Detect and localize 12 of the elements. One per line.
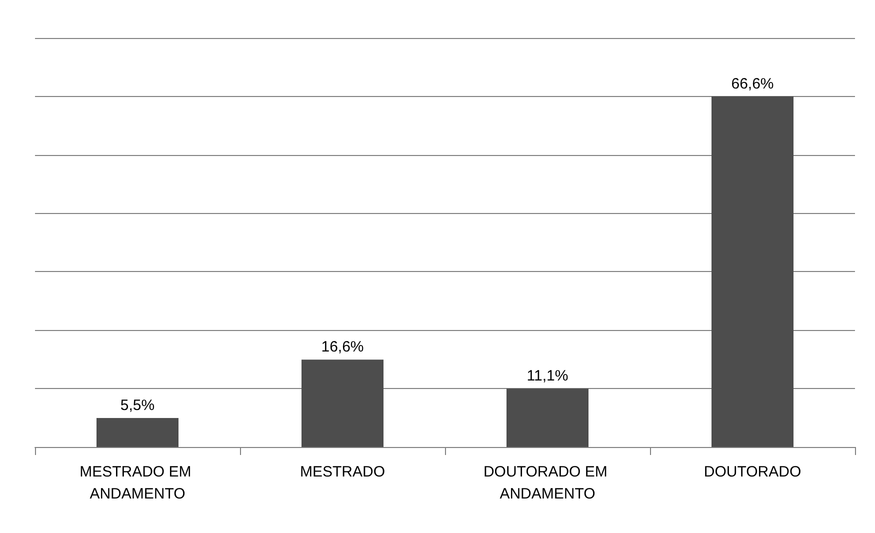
data-label: 66,6% xyxy=(731,75,774,92)
data-label: 16,6% xyxy=(321,338,364,356)
bar xyxy=(712,96,794,447)
x-tick-label: DOUTORADO EM ANDAMENTO xyxy=(483,464,612,502)
bar xyxy=(506,388,588,447)
x-tick-label: MESTRADO xyxy=(300,464,386,480)
x-tick-label: MESTRADO EM ANDAMENTO xyxy=(80,464,196,502)
x-tick-label: DOUTORADO xyxy=(704,464,802,480)
data-label: 5,5% xyxy=(120,397,155,414)
bar xyxy=(302,360,384,447)
data-label: 11,1% xyxy=(526,368,568,385)
bar xyxy=(96,418,178,447)
